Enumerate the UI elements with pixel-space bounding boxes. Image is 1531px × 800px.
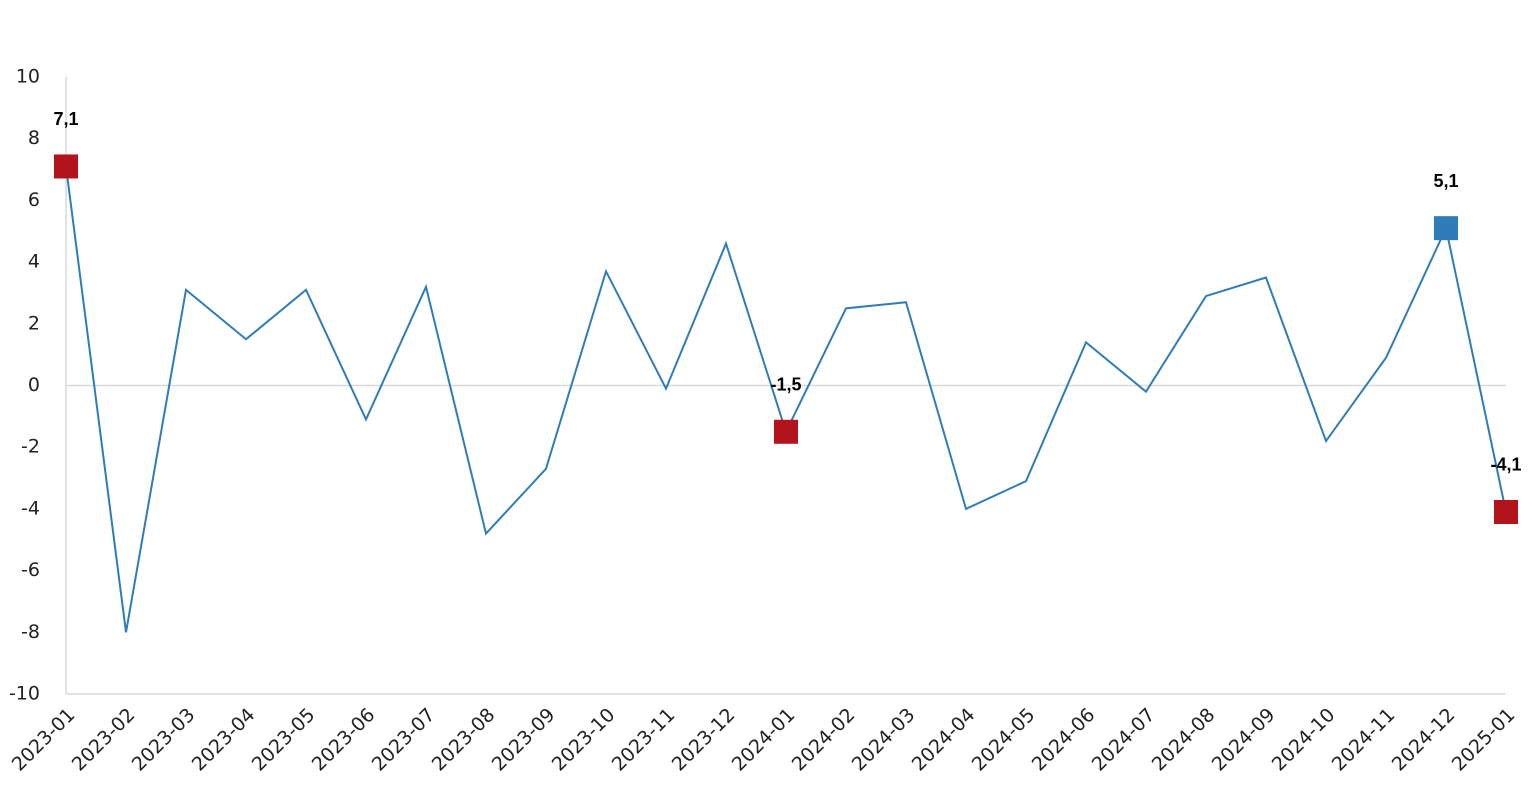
x-tick-label: 2023-09 [488,704,560,776]
data-line [65,166,1507,633]
x-tick-label: 2023-06 [308,704,380,776]
data-label: -4,1 [1490,455,1521,475]
x-tick-label: 2023-11 [608,704,680,776]
x-tick-label: 2023-01 [8,704,80,776]
x-tick-label: 2024-07 [1088,704,1160,776]
x-tick-label: 2024-11 [1328,704,1400,776]
marker [54,154,78,179]
x-tick-label: 2024-01 [728,704,800,776]
data-label: 7,1 [53,109,78,129]
y-tick-label: 6 [28,189,40,211]
x-tick-label: 2023-02 [68,704,140,776]
y-tick-label: 8 [28,127,40,149]
x-tick-label: 2024-12 [1388,704,1460,776]
y-tick-label: -2 [21,436,40,458]
x-tick-label: 2023-10 [548,704,620,776]
x-tick-label: 2023-12 [668,704,740,776]
x-tick-label: 2024-05 [968,704,1040,776]
marker [1494,499,1518,524]
x-tick-label: 2024-04 [908,704,980,776]
x-tick-label: 2023-08 [428,704,500,776]
x-tick-label: 2023-07 [368,704,440,776]
data-label: 5,1 [1433,171,1458,191]
y-tick-label: 10 [16,66,40,88]
x-tick-label: 2024-06 [1028,704,1100,776]
marker [1434,216,1458,241]
data-label: -1,5 [770,375,801,395]
x-tick-label: 2023-04 [188,704,260,776]
marker [774,419,798,444]
x-tick-label: 2025-01 [1448,704,1520,776]
x-tick-label: 2023-03 [128,704,200,776]
x-tick-label: 2024-02 [788,704,860,776]
y-tick-label: -6 [21,559,40,581]
x-tick-label: 2023-05 [248,704,320,776]
y-tick-label: -4 [21,497,40,519]
y-tick-label: 0 [28,374,40,396]
x-tick-label: 2024-03 [848,704,920,776]
x-tick-label: 2024-08 [1148,704,1220,776]
y-tick-label: 4 [28,251,40,273]
y-tick-label: 2 [28,312,40,334]
x-tick-label: 2024-09 [1208,704,1280,776]
x-tick-label: 2024-10 [1268,704,1340,776]
y-tick-label: -10 [9,683,40,705]
y-tick-label: -8 [21,621,40,643]
